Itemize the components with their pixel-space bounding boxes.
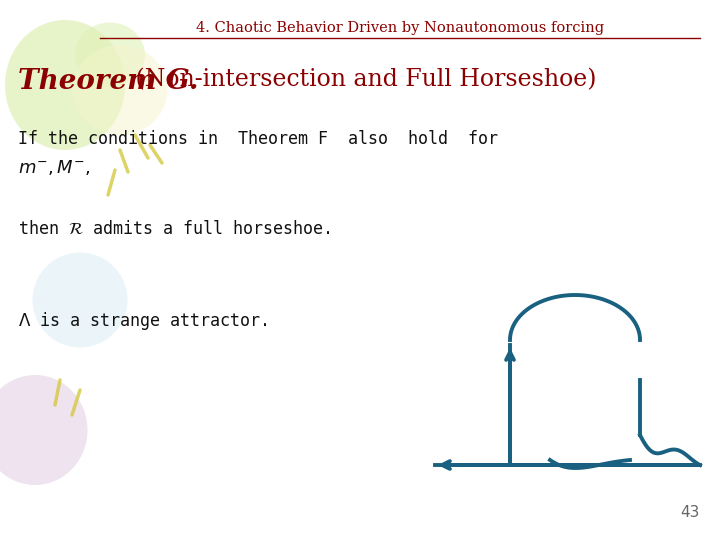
- Text: $\Lambda$ is a strange attractor.: $\Lambda$ is a strange attractor.: [18, 310, 268, 332]
- Ellipse shape: [75, 23, 145, 87]
- Text: 43: 43: [680, 505, 700, 520]
- Text: $m^{-}, M^{-},$: $m^{-}, M^{-},$: [18, 158, 91, 177]
- Text: (Non-intersection and Full Horseshoe): (Non-intersection and Full Horseshoe): [128, 68, 596, 91]
- Ellipse shape: [73, 45, 168, 135]
- Ellipse shape: [5, 20, 125, 150]
- Text: Theorem G.: Theorem G.: [18, 68, 199, 95]
- Text: If the conditions in  Theorem F  also  hold  for: If the conditions in Theorem F also hold…: [18, 130, 498, 148]
- Text: then $\mathcal{R}$ admits a full horseshoe.: then $\mathcal{R}$ admits a full horsesh…: [18, 220, 330, 238]
- Text: 4. Chaotic Behavior Driven by Nonautonomous forcing: 4. Chaotic Behavior Driven by Nonautonom…: [196, 21, 604, 35]
- Ellipse shape: [0, 375, 88, 485]
- Ellipse shape: [32, 253, 127, 348]
